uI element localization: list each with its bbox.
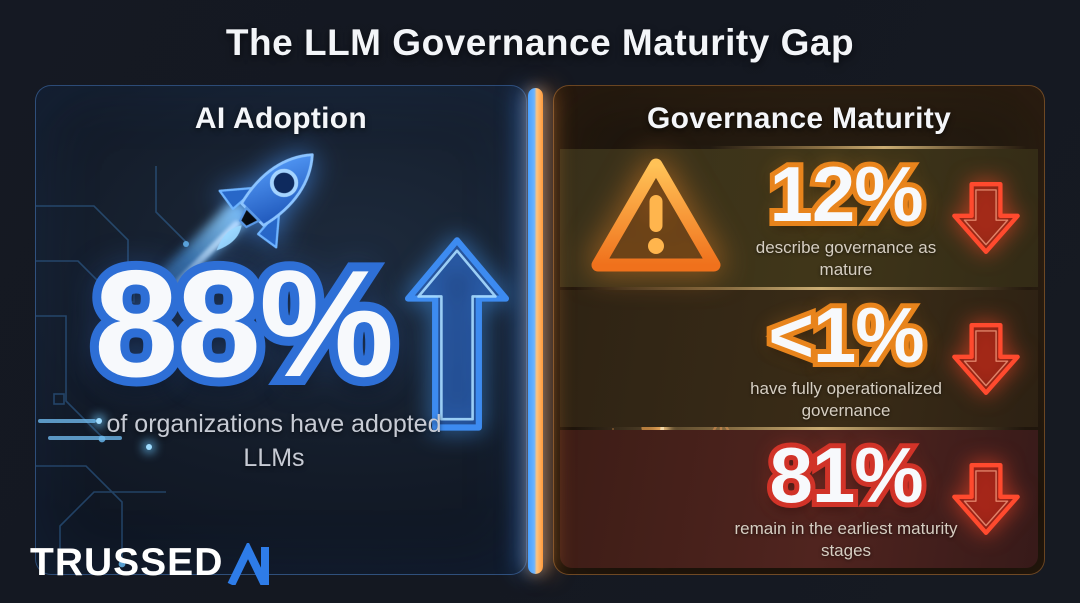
stat-description: describe governance as mature bbox=[755, 237, 937, 279]
down-arrow-icon bbox=[952, 181, 1020, 254]
stat-value: 81% 81% bbox=[764, 431, 928, 520]
glow-dot-decoration bbox=[146, 444, 152, 450]
stat-row-mature: 12% 12% describe governance as mature bbox=[560, 149, 1038, 287]
ai-adoption-panel: AI Adoption 88% 88% of bbox=[35, 85, 527, 575]
stat-description: remain in the earliest maturity stages bbox=[734, 519, 958, 561]
band-separator bbox=[572, 427, 1026, 431]
stat-value: 12% 12% bbox=[764, 149, 928, 238]
brand-logo: TRUSSED bbox=[30, 540, 273, 585]
down-arrow-icon bbox=[952, 322, 1020, 395]
glow-dot-decoration bbox=[96, 418, 102, 424]
adoption-stat-value: 88% 88% bbox=[85, 239, 403, 409]
adoption-stat: 88% 88% bbox=[85, 239, 403, 409]
adoption-description: of organizations have adopted LLMs bbox=[106, 410, 442, 472]
panel-divider bbox=[528, 88, 543, 574]
warning-triangle-icon bbox=[591, 158, 721, 272]
rocket-icon bbox=[216, 153, 314, 251]
governance-panel: Governance Maturity bbox=[553, 85, 1045, 575]
stat-row-operationalized: <1% <1% have fully operationalized gover… bbox=[560, 289, 1038, 428]
band-separator bbox=[710, 146, 1026, 149]
down-arrow-icon bbox=[952, 463, 1020, 536]
governance-stats-list: 12% 12% describe governance as mature <1… bbox=[560, 146, 1038, 569]
ai-logo-mark bbox=[228, 543, 270, 585]
band-separator bbox=[572, 286, 1026, 290]
stat-row-earliest: 81% 81% remain in the earliest maturity … bbox=[560, 430, 1038, 569]
brand-name: TRUSSED bbox=[30, 540, 224, 584]
stat-description: have fully operationalized governance bbox=[750, 378, 942, 420]
circuit-pattern-decoration bbox=[36, 166, 189, 574]
stat-value: <1% <1% bbox=[763, 290, 929, 379]
up-arrow-icon bbox=[405, 237, 509, 431]
page-title: The LLM Governance Maturity Gap bbox=[225, 22, 855, 63]
ai-adoption-header: AI Adoption bbox=[194, 102, 368, 135]
governance-header: Governance Maturity bbox=[646, 102, 952, 135]
